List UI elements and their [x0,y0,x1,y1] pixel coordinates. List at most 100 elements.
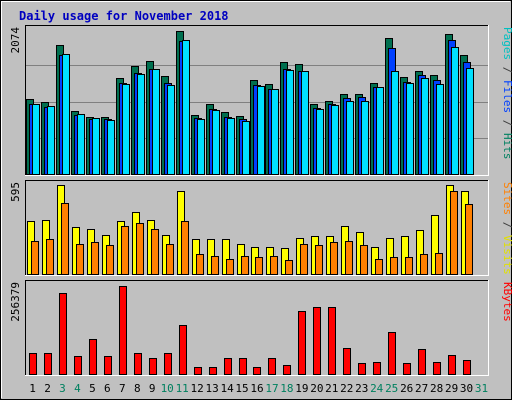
bar-pages-day-11 [182,40,190,175]
bar-kbytes-day-15 [239,358,247,375]
bar-pages-day-22 [346,101,354,175]
bar-pages-day-4 [77,114,85,175]
panel-top: 2074 Pages / Files / Hits [9,25,512,176]
bar-kbytes-day-19 [298,311,306,375]
legend-label: KBytes [501,282,512,322]
bar-kbytes-day-1 [29,353,37,375]
bar-pages-day-7 [122,84,130,175]
bar-kbytes-day-27 [418,349,426,375]
y-max-label: 2074 [9,27,22,54]
bar-sites-day-20 [315,245,323,275]
bar-sites-day-9 [151,229,159,275]
day-label: 17 [265,382,278,395]
day-label: 8 [134,382,141,395]
chart-title: Daily usage for November 2018 [19,9,229,23]
bar-pages-day-27 [421,78,429,175]
day-label: 15 [235,382,248,395]
legend-: / [501,60,512,80]
bar-pages-day-12 [197,119,205,175]
bar-sites-day-23 [360,245,368,275]
bar-kbytes-day-17 [268,358,276,375]
day-label: 31 [475,382,488,395]
day-label: 2 [44,382,51,395]
bar-pages-day-5 [92,118,100,175]
day-label: 18 [280,382,293,395]
bar-kbytes-day-8 [134,353,142,375]
bar-pages-day-29 [451,47,459,175]
day-label: 7 [119,382,126,395]
legend-kbytes: KBytes [501,282,512,322]
panel-background [25,280,489,376]
legend-: / [501,113,512,133]
legend-: / [501,215,512,235]
bar-sites-day-24 [375,259,383,275]
bar-sites-day-10 [166,244,174,275]
bar-kbytes-day-3 [59,293,67,375]
bar-pages-day-8 [137,74,145,175]
legend-label: Pages / Files / Hits [501,27,512,160]
day-label: 3 [59,382,66,395]
bar-sites-day-2 [46,239,54,275]
day-label: 28 [430,382,443,395]
bar-pages-day-17 [271,89,279,175]
bar-pages-day-19 [301,71,309,175]
bar-pages-day-1 [32,104,40,175]
bar-kbytes-day-11 [179,325,187,375]
bar-pages-day-9 [152,69,160,175]
bar-sites-day-19 [300,244,308,275]
bar-pages-day-30 [466,68,474,175]
bar-kbytes-day-29 [448,355,456,375]
day-label: 23 [355,382,368,395]
day-label: 16 [250,382,263,395]
bar-kbytes-day-10 [164,353,172,375]
bar-kbytes-day-4 [74,356,82,375]
bar-kbytes-day-21 [328,307,336,375]
bar-sites-day-22 [345,241,353,275]
bar-sites-day-12 [196,254,204,275]
bar-sites-day-30 [465,204,473,275]
day-label: 1 [29,382,36,395]
day-label: 25 [385,382,398,395]
bar-kbytes-day-23 [358,363,366,375]
bar-kbytes-day-14 [224,358,232,375]
day-label: 21 [325,382,338,395]
bar-pages-day-2 [47,106,55,175]
y-max-label: 256379 [9,282,22,322]
bar-sites-day-5 [91,242,99,275]
day-label: 26 [400,382,413,395]
bar-pages-day-24 [376,87,384,175]
bar-pages-day-23 [361,101,369,175]
bar-sites-day-13 [211,256,219,275]
bar-kbytes-day-5 [89,339,97,375]
bar-kbytes-day-7 [119,286,127,375]
bar-kbytes-day-24 [373,362,381,375]
legend-label: Sites / Visits [501,182,512,275]
bar-sites-day-21 [330,242,338,275]
bar-sites-day-27 [420,254,428,275]
panel-middle: 595 Sites / Visits [9,180,512,276]
bar-kbytes-day-28 [433,362,441,375]
bar-kbytes-day-26 [403,363,411,375]
bar-pages-day-25 [391,71,399,175]
bar-pages-day-21 [331,105,339,175]
y-max-label: 595 [9,182,22,202]
day-label: 11 [176,382,189,395]
bar-sites-day-28 [435,253,443,275]
bar-sites-day-1 [31,241,39,275]
bar-kbytes-day-25 [388,332,396,375]
legend-hits: Hits [501,133,512,160]
bar-sites-day-16 [255,257,263,275]
bar-kbytes-day-22 [343,348,351,375]
bar-pages-day-16 [257,86,265,175]
bar-pages-day-26 [406,83,414,175]
bar-sites-day-11 [181,221,189,275]
bar-pages-day-10 [167,85,175,175]
day-label: 24 [370,382,384,395]
bar-pages-day-6 [107,120,115,175]
day-label: 6 [104,382,111,395]
bar-sites-day-6 [106,245,114,275]
bar-kbytes-day-13 [209,367,217,375]
bar-kbytes-day-6 [104,356,112,375]
